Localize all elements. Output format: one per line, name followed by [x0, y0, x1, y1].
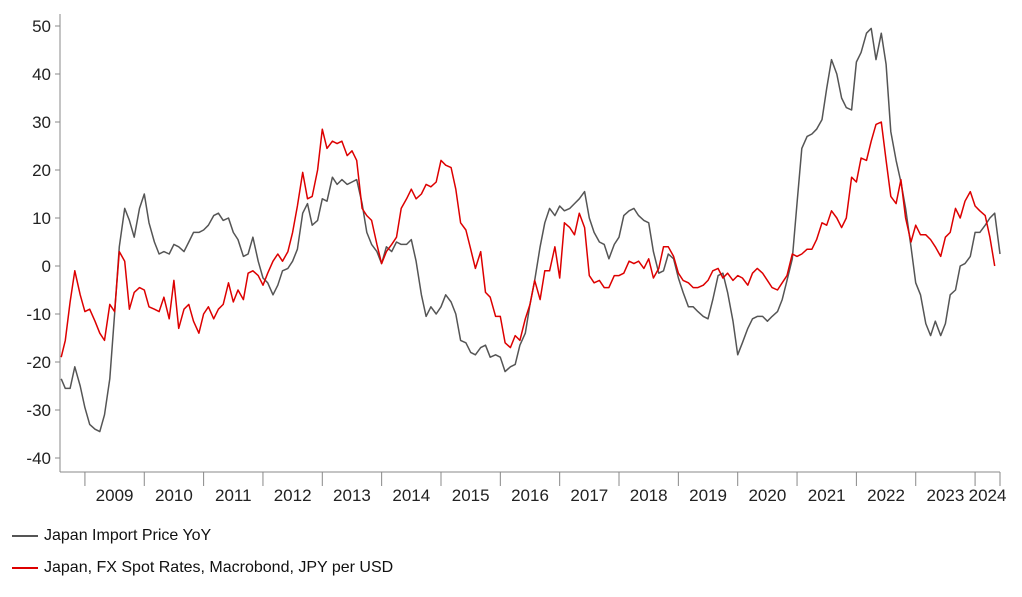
legend-swatch-import-price — [12, 535, 38, 537]
x-tick-label: 2013 — [333, 486, 371, 505]
x-tick-label: 2018 — [630, 486, 668, 505]
x-tick-label: 2014 — [392, 486, 430, 505]
legend-label-fx-spot: Japan, FX Spot Rates, Macrobond, JPY per… — [44, 559, 394, 576]
y-tick-label: -30 — [26, 401, 51, 420]
x-tick-label: 2011 — [215, 486, 252, 505]
x-tick-label: 2012 — [274, 486, 312, 505]
series-line-fx-spot — [60, 121, 996, 358]
y-axis: -40 -30 -20 -10 0 10 20 30 40 50 — [26, 14, 61, 472]
x-tick-label: 2015 — [452, 486, 490, 505]
x-tick-label: 2023 — [926, 486, 964, 505]
series-layer — [60, 27, 1001, 433]
x-tick-label: 2009 — [96, 486, 134, 505]
legend: Japan Import Price YoY Japan, FX Spot Ra… — [12, 520, 393, 584]
y-tick-label: 30 — [32, 113, 51, 132]
y-tick-label: 10 — [32, 209, 51, 228]
y-tick-label: -20 — [26, 353, 51, 372]
legend-item-import-price: Japan Import Price YoY — [12, 520, 393, 552]
y-tick-label: -40 — [26, 449, 51, 468]
y-tick-label: 20 — [32, 161, 51, 180]
x-tick-label: 2022 — [867, 486, 905, 505]
y-tick-label: -10 — [26, 305, 51, 324]
x-tick-label: 2021 — [808, 486, 846, 505]
x-tick-label: 2020 — [748, 486, 786, 505]
legend-swatch-fx-spot — [12, 567, 38, 569]
legend-item-fx-spot: Japan, FX Spot Rates, Macrobond, JPY per… — [12, 552, 393, 584]
x-axis: 2009 2010 2011 2012 2013 2014 2015 2016 2017 2018… — [60, 471, 1007, 505]
x-tick-label: 2024 — [969, 486, 1007, 505]
legend-label-import-price: Japan Import Price YoY — [44, 527, 212, 544]
x-tick-label: 2019 — [689, 486, 727, 505]
x-tick-label: 2017 — [570, 486, 608, 505]
y-tick-label: 0 — [42, 257, 51, 276]
x-tick-label: 2010 — [155, 486, 193, 505]
y-tick-label: 50 — [32, 17, 51, 36]
series-line-import-price — [60, 27, 1001, 433]
x-tick-label: 2016 — [511, 486, 549, 505]
y-tick-label: 40 — [32, 65, 51, 84]
